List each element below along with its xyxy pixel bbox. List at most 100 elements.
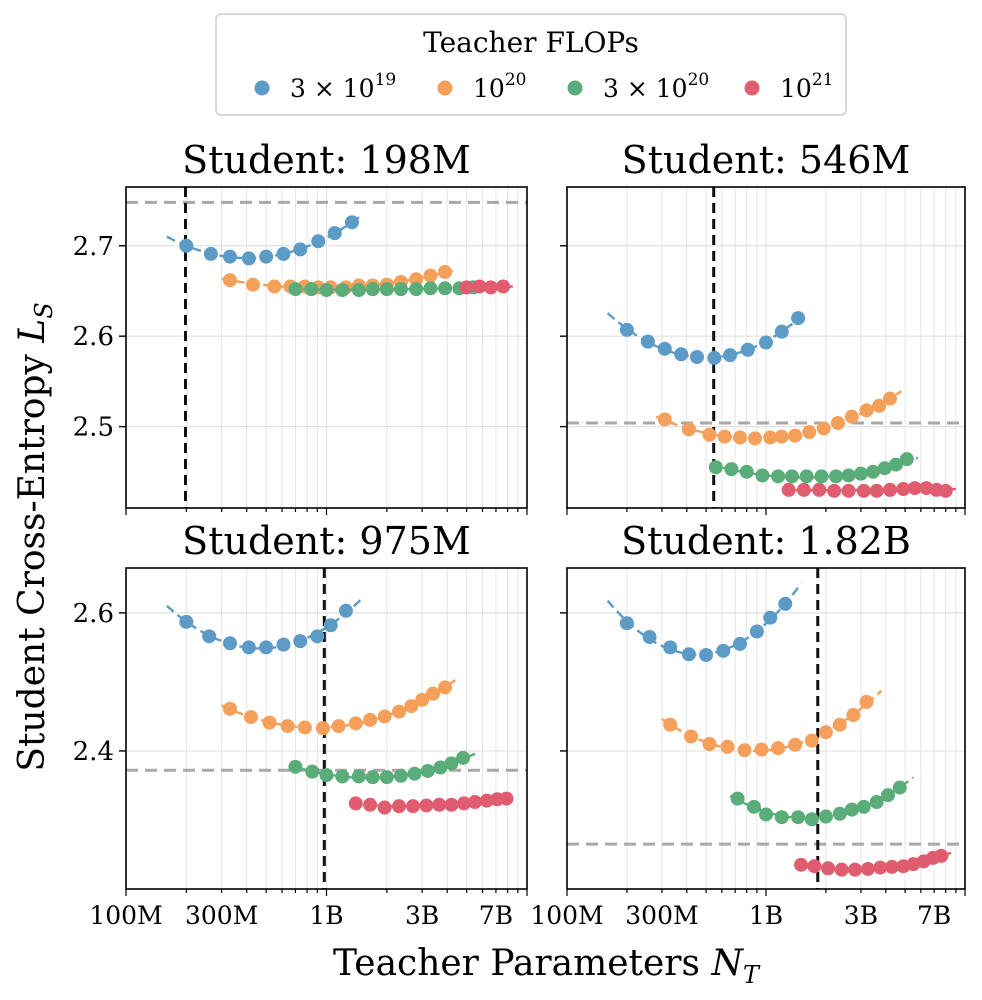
data-point-1e20 [426,686,441,701]
data-point-1e20 [702,427,717,442]
data-point-1e20 [754,742,769,757]
data-point-3e20 [365,770,380,785]
y-tick-label: 2.6 [73,322,114,352]
data-point-1e20 [222,701,237,716]
data-point-1e21 [807,859,822,874]
data-point-3e19 [689,349,704,364]
data-point-1e20 [818,725,833,740]
data-point-3e19 [222,636,237,651]
data-point-3e20 [444,756,459,771]
data-point-3e19 [241,640,256,655]
data-point-3e19 [619,322,634,337]
data-point-3e20 [739,464,754,479]
data-point-3e20 [814,469,829,484]
data-point-3e20 [856,799,871,814]
data-point-1e21 [873,860,888,875]
data-point-1e20 [438,680,453,695]
data-point-1e20 [267,279,282,294]
data-point-1e20 [222,273,237,288]
data-point-1e21 [841,483,856,498]
data-point-1e21 [796,482,811,497]
data-point-3e20 [844,802,859,817]
data-point-3e19 [732,636,747,651]
data-point-1e20 [415,692,430,707]
data-point-3e20 [365,282,380,297]
legend-label-1e21: 1021 [780,70,833,103]
data-point-1e21 [794,857,809,872]
data-point-3e20 [759,807,773,822]
data-point-1e20 [392,704,407,719]
data-point-3e19 [707,350,722,365]
data-point-1e21 [781,482,796,497]
data-point-1e21 [472,279,487,294]
data-point-1e20 [243,710,258,725]
data-point-1e20 [788,737,803,752]
data-point-1e21 [938,483,953,498]
data-point-1e21 [479,793,494,808]
data-point-3e20 [880,788,895,803]
data-point-1e20 [872,398,887,413]
panel-title: Student: 975M [182,519,471,563]
panel-reference-lines [567,187,965,508]
data-point-1e20 [663,717,678,732]
data-point-3e20 [799,469,814,484]
data-point-1e20 [297,720,312,735]
data-point-3e19 [179,614,194,629]
data-point-1e20 [846,708,861,723]
data-point-3e20 [804,812,819,827]
data-point-3e20 [829,469,844,484]
panel-2: Student: 546M [560,138,966,515]
data-point-3e20 [888,457,903,472]
y-tick-label: 2.5 [73,413,114,443]
y-tick-label: 2.4 [73,737,114,767]
x-tick-label: 100M [530,901,603,930]
data-point-3e20 [379,770,394,785]
data-point-3e20 [771,469,786,484]
data-point-3e20 [423,281,438,296]
data-point-3e20 [869,795,884,810]
y-tick-label: 2.7 [73,232,114,262]
data-point-3e20 [877,461,892,476]
data-point-1e20 [348,716,363,731]
data-point-3e19 [203,246,218,261]
data-point-3e20 [892,780,907,795]
data-point-1e21 [392,799,407,814]
legend-marker-3e20 [567,80,583,96]
data-point-3e20 [791,810,806,825]
data-point-1e21 [483,280,498,295]
data-point-1e20 [280,719,295,734]
data-point-1e20 [331,719,346,734]
panel-title: Student: 198M [182,138,471,182]
data-point-3e20 [774,810,789,825]
data-point-1e21 [883,482,898,497]
data-point-1e21 [856,483,871,498]
x-tick-label: 3B [405,901,439,930]
data-point-1e21 [896,482,911,497]
data-point-3e19 [619,616,634,631]
data-point-1e20 [702,737,717,752]
data-point-3e20 [288,282,303,297]
panel-series [166,597,517,815]
data-point-1e20 [816,421,831,436]
panel-series [606,582,952,877]
panel-grid [567,568,965,889]
data-point-1e21 [377,800,392,815]
y-tick-label: 2.6 [73,599,114,629]
panel-4: 100M 300M 1B 3B 7B Student: 1.82B [530,519,966,930]
data-point-1e21 [467,795,482,810]
data-point-3e19 [344,215,359,230]
legend-label-1e20: 1020 [473,70,526,103]
data-point-3e20 [393,282,408,297]
data-point-1e20 [774,429,789,444]
x-tick-label: 300M [625,901,698,930]
data-point-1e20 [830,416,845,431]
data-point-3e19 [778,596,793,611]
data-point-3e19 [179,238,194,253]
data-point-3e19 [640,334,655,349]
data-point-3e20 [319,283,334,298]
legend-entries: 3 × 1019 1020 3 × 1020 1021 [254,70,833,103]
data-point-1e20 [423,268,438,283]
data-point-3e19 [259,640,274,655]
x-tick-label: 300M [185,901,258,930]
